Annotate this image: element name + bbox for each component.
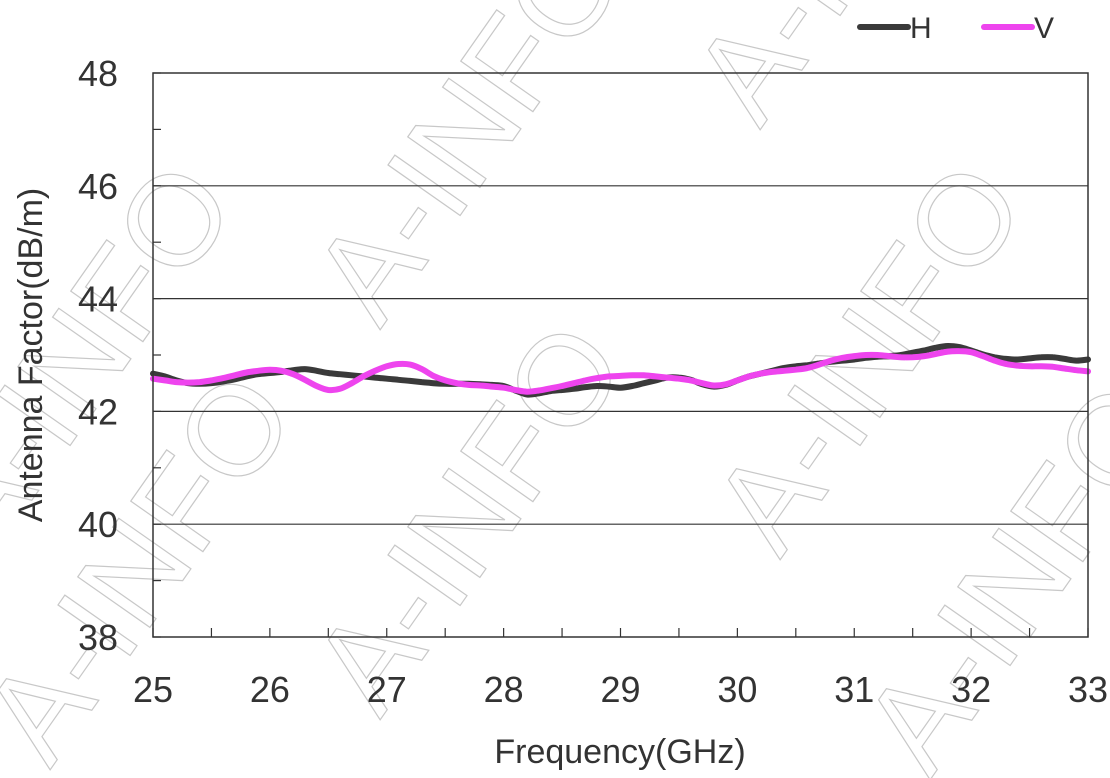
gridlines <box>153 185 1088 525</box>
series-line-h <box>150 342 1091 398</box>
y-axis-title: Antenna Factor(dB/m) <box>12 188 50 522</box>
series-line-v <box>150 348 1091 395</box>
y-tick-label: 38 <box>78 617 118 658</box>
y-tick-label: 48 <box>78 53 118 94</box>
x-tick-labels: 25 26 27 28 29 30 31 32 33 <box>133 669 1108 710</box>
x-axis-title: Frequency(GHz) <box>494 733 745 771</box>
x-tick-label: 32 <box>951 669 991 710</box>
x-tick-label: 27 <box>367 669 407 710</box>
x-tick-label: 30 <box>717 669 757 710</box>
y-tick-label: 44 <box>78 279 118 320</box>
x-tick-label: 33 <box>1068 669 1108 710</box>
x-tick-label: 26 <box>250 669 290 710</box>
x-tick-label: 29 <box>600 669 640 710</box>
series-lines <box>150 342 1091 398</box>
x-tick-label: 28 <box>484 669 524 710</box>
legend-label-v: V <box>1034 12 1054 45</box>
x-tick-label: 31 <box>834 669 874 710</box>
y-tick-label: 46 <box>78 166 118 207</box>
legend-label-h: H <box>910 12 932 45</box>
y-tick-labels: 38 40 42 44 46 48 <box>78 53 118 658</box>
axis-ticks <box>152 72 1089 638</box>
y-tick-label: 42 <box>78 391 118 432</box>
x-tick-label: 25 <box>133 669 173 710</box>
y-tick-label: 40 <box>78 504 118 545</box>
